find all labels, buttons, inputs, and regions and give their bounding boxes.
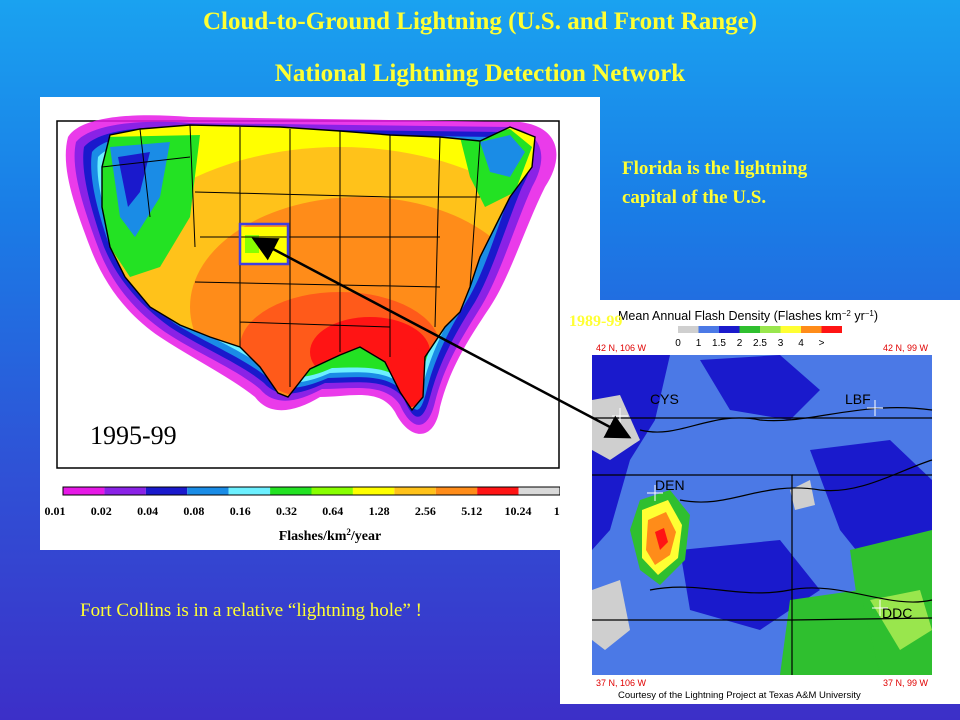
station-label-cys: CYS bbox=[650, 391, 679, 407]
front-range-period-label: 1989-99 bbox=[569, 313, 623, 330]
legend-color-swatch bbox=[228, 487, 271, 495]
legend-tick-label: 1.28 bbox=[369, 504, 390, 518]
inset-title: Mean Annual Flash Density (Flashes km−2 … bbox=[618, 309, 878, 324]
us-map-graphic: 1995-99 0.01 0.02 0.04 0.08 0.16 0.32 0.64 1.28… bbox=[45, 115, 575, 544]
title-line-1: Cloud-to-Ground Lightning (U.S. and Fron… bbox=[202, 8, 758, 35]
legend-color-swatch bbox=[394, 487, 436, 495]
inset-legend-swatch bbox=[821, 326, 842, 333]
inset-legend-swatch bbox=[801, 326, 822, 333]
inset-legend-swatch bbox=[780, 326, 801, 333]
inset-legend-swatch bbox=[719, 326, 740, 333]
legend-tick-label: 10.24 bbox=[505, 504, 532, 518]
legend-color-swatch bbox=[63, 487, 105, 495]
legend-tick-label: 0.01 bbox=[45, 504, 66, 518]
legend-color-swatch bbox=[270, 487, 312, 495]
station-label-lbf: LBF bbox=[845, 391, 871, 407]
inset-legend-tick-label: 1.5 bbox=[712, 338, 726, 349]
inset-legend-tick-label: 3 bbox=[778, 338, 784, 349]
florida-note-line-2: capital of the U.S. bbox=[622, 187, 767, 208]
corner-label-top-right: 42 N, 99 W bbox=[883, 343, 929, 353]
inset-legend-tick-label: 2.5 bbox=[753, 338, 767, 349]
fort-collins-note: Fort Collins is in a relative “lightning… bbox=[80, 600, 422, 621]
us-flash-density-map: 1995-99 0.01 0.02 0.04 0.08 0.16 0.32 0.64 1.28… bbox=[40, 97, 600, 550]
legend-unit-label: Flashes/km2/year bbox=[279, 527, 382, 544]
inset-legend-tick-label: 1 bbox=[696, 338, 702, 349]
legend-tick-label: 2.56 bbox=[415, 504, 436, 518]
legend-tick-label: 0.16 bbox=[230, 504, 251, 518]
corner-label-bottom-left: 37 N, 106 W bbox=[596, 678, 647, 688]
legend-color-swatch bbox=[518, 487, 560, 495]
florida-note: Florida is the lightning capital of the … bbox=[622, 154, 922, 212]
legend-color-swatch bbox=[311, 487, 353, 495]
front-range-flash-density-map: Mean Annual Flash Density (Flashes km−2 … bbox=[560, 300, 960, 704]
corner-label-bottom-right: 37 N, 99 W bbox=[883, 678, 929, 688]
florida-note-line-1: Florida is the lightning bbox=[622, 158, 808, 179]
legend-tick-label: 0.02 bbox=[91, 504, 112, 518]
inset-legend-swatch bbox=[760, 326, 781, 333]
legend-color-swatch bbox=[477, 487, 519, 495]
legend-tick-label: 0.08 bbox=[183, 504, 204, 518]
us-map-period-label: 1995-99 bbox=[90, 421, 177, 450]
legend-tick-label: 0.04 bbox=[137, 504, 158, 518]
us-map-legend: 0.01 0.02 0.04 0.08 0.16 0.32 0.64 1.28 2.56 5.12… bbox=[45, 486, 575, 518]
inset-legend: 0 1 1.5 2 2.5 3 4 > bbox=[675, 326, 842, 349]
legend-tick-label: 5.12 bbox=[461, 504, 482, 518]
inset-legend-tick-label: > bbox=[819, 338, 825, 349]
inset-legend-tick-label: 0 bbox=[675, 338, 681, 349]
title-line-2: National Lightning Detection Network bbox=[274, 60, 686, 87]
inset-legend-tick-label: 2 bbox=[737, 338, 743, 349]
inset-credit: Courtesy of the Lightning Project at Tex… bbox=[618, 690, 861, 701]
inset-legend-swatch bbox=[698, 326, 719, 333]
legend-tick-label: 0.32 bbox=[276, 504, 297, 518]
inset-legend-tick-label: 4 bbox=[798, 338, 804, 349]
inset-legend-swatch bbox=[678, 326, 699, 333]
legend-color-swatch bbox=[104, 487, 146, 495]
legend-color-swatch bbox=[145, 487, 188, 495]
station-label-ddc: DDC bbox=[882, 605, 912, 621]
inset-legend-swatch bbox=[739, 326, 760, 333]
front-range-map-graphic: Mean Annual Flash Density (Flashes km−2 … bbox=[592, 309, 933, 701]
corner-label-top-left: 42 N, 106 W bbox=[596, 343, 647, 353]
legend-color-swatch bbox=[435, 487, 478, 495]
legend-color-swatch bbox=[187, 487, 229, 495]
legend-tick-label: 0.64 bbox=[322, 504, 343, 518]
legend-color-swatch bbox=[352, 487, 395, 495]
station-label-den: DEN bbox=[655, 477, 685, 493]
